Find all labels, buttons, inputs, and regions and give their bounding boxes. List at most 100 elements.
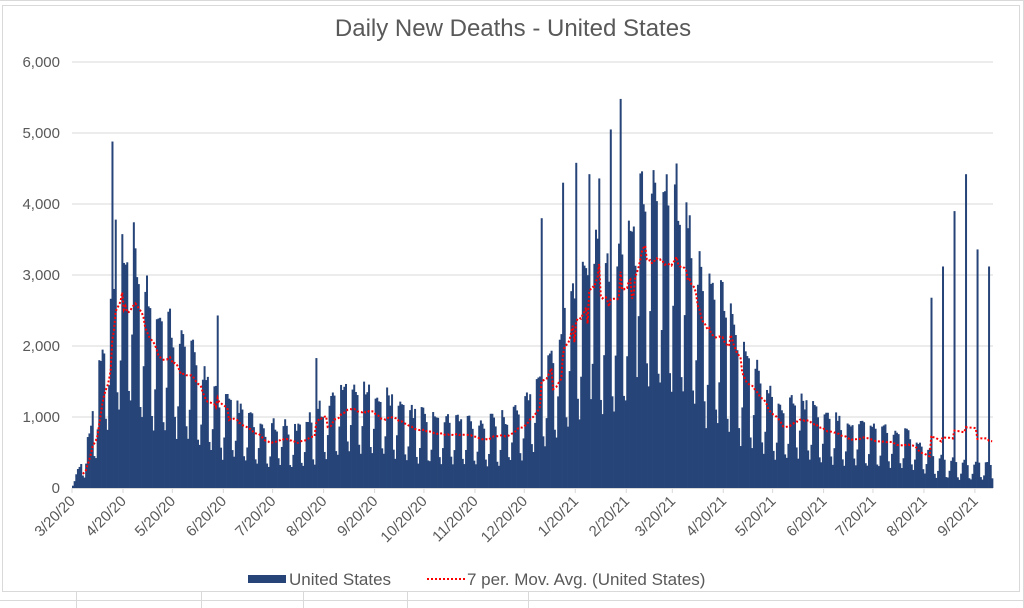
bar — [905, 428, 908, 488]
bar — [524, 396, 527, 488]
bar — [700, 266, 703, 488]
bar — [468, 415, 471, 488]
bar — [76, 469, 79, 488]
x-tick-label: 6/20/20 — [183, 493, 230, 540]
x-tick-label: 8/20/21 — [883, 493, 930, 540]
bar — [935, 477, 938, 488]
bar — [382, 453, 385, 488]
bar — [122, 262, 125, 488]
bar — [614, 355, 617, 488]
bar — [683, 315, 686, 488]
y-tick-label: 6,000 — [22, 54, 60, 71]
bar — [381, 448, 384, 488]
bar — [895, 432, 898, 488]
bar — [659, 382, 662, 488]
bar — [841, 459, 844, 488]
bar — [180, 330, 183, 488]
bar — [489, 413, 492, 488]
bar — [793, 405, 796, 488]
bar — [374, 398, 377, 488]
bar — [849, 426, 852, 488]
bar — [813, 404, 816, 488]
bar — [555, 437, 558, 488]
bar — [907, 430, 910, 488]
bar — [395, 435, 398, 488]
bar — [669, 373, 671, 488]
bar — [453, 450, 456, 488]
bar — [871, 426, 874, 488]
bar — [909, 439, 912, 488]
bar — [687, 228, 690, 488]
bar — [856, 449, 859, 488]
bar — [802, 400, 805, 488]
bar — [308, 412, 311, 488]
bar — [787, 443, 790, 488]
bar — [442, 448, 445, 488]
bar — [872, 423, 875, 488]
bar — [356, 395, 359, 488]
bar — [182, 334, 185, 488]
x-tick-label: 9/20/21 — [934, 493, 981, 540]
bar — [891, 453, 894, 488]
bar — [863, 422, 866, 488]
bar — [920, 446, 923, 488]
bar — [660, 330, 663, 488]
bar — [938, 458, 941, 488]
bar — [392, 449, 395, 488]
bar — [193, 352, 196, 488]
bar — [157, 318, 160, 488]
x-axis-tick-labels: 3/20/20 4/20/20 5/20/20 6/20/20 7/20/20 8/20/… — [31, 488, 982, 546]
bar — [843, 465, 846, 488]
bar — [361, 426, 364, 488]
x-tick-label: 3/20/21 — [632, 493, 679, 540]
bar — [618, 243, 621, 488]
bar — [206, 376, 209, 488]
chart-area[interactable]: Daily New Deaths - United States 0 1,000 2… — [2, 5, 1020, 592]
bar — [274, 429, 277, 488]
bar — [358, 444, 361, 488]
bar — [474, 464, 477, 488]
bar — [933, 473, 936, 488]
bar — [178, 343, 181, 488]
bar — [532, 452, 535, 488]
bar — [351, 389, 354, 488]
bar — [465, 449, 468, 488]
bar — [812, 401, 815, 488]
bar — [451, 464, 454, 488]
bar — [621, 254, 624, 488]
bar — [766, 389, 769, 488]
bar — [113, 288, 116, 488]
bar — [861, 420, 864, 488]
bar — [864, 463, 867, 488]
y-tick-label: 0 — [52, 480, 60, 497]
bar — [741, 407, 744, 488]
bar — [884, 424, 887, 488]
bar — [400, 404, 403, 488]
bar — [239, 403, 242, 488]
x-tick-label: 3/20/20 — [31, 493, 78, 540]
bar — [950, 460, 953, 488]
bar — [897, 434, 900, 488]
bar — [798, 430, 801, 488]
bar — [188, 409, 191, 488]
bar — [108, 385, 111, 488]
bar — [983, 475, 986, 488]
bar — [238, 412, 241, 488]
bar — [420, 407, 423, 488]
bar — [590, 399, 593, 488]
bar — [599, 399, 602, 488]
bar — [147, 306, 150, 488]
legend-swatch-united-states — [248, 575, 286, 583]
bar — [446, 414, 449, 488]
bar — [256, 463, 259, 488]
bar — [155, 319, 158, 488]
bar — [326, 435, 329, 488]
bar — [583, 265, 586, 488]
chart-title: Daily New Deaths - United States — [335, 15, 691, 42]
bar — [927, 449, 930, 488]
bar — [688, 215, 691, 488]
bar — [946, 477, 949, 488]
bar — [435, 417, 438, 488]
bar — [831, 464, 834, 488]
bar — [109, 298, 112, 488]
